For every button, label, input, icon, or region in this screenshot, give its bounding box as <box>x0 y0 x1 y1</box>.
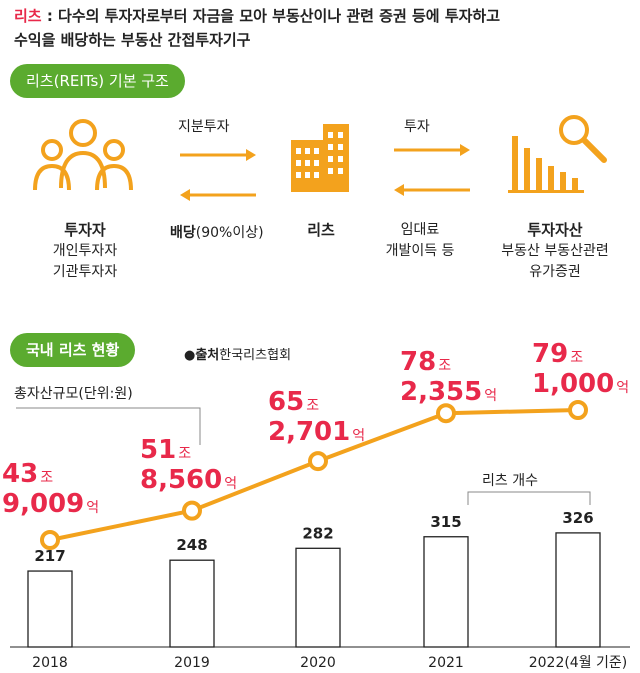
total-assets-point <box>182 500 202 521</box>
structure-diagram <box>33 115 607 201</box>
count-value-label: 282 <box>302 524 333 542</box>
count-bar <box>555 532 601 648</box>
total-assets-point <box>40 530 60 550</box>
category-label: 2019 <box>174 655 210 671</box>
category-label: 2018 <box>32 655 68 671</box>
dividend-label: 배당(90%이상) <box>170 222 264 242</box>
count-value-label: 217 <box>34 547 65 565</box>
total-assets-point <box>308 451 328 472</box>
count-value-label: 315 <box>430 513 461 531</box>
source-bold: ●출처 <box>184 348 220 363</box>
investor-line-2: 기관투자자 <box>52 264 118 280</box>
total-assets-jo-label: 65 조 <box>268 387 319 417</box>
assets-unit-label: 총자산규모(단위:원) <box>14 386 133 402</box>
dividend-bold: 배당 <box>170 225 196 241</box>
income-line-1: 임대료 <box>400 222 440 238</box>
definition-text-1: : 다수의 투자자로부터 자금을 모아 부동산이나 관련 증권 등에 투자하고 <box>41 7 501 25</box>
definition-line-2: 수익을 배당하는 부동산 간접투자기구 <box>14 31 251 49</box>
reit-title: 리츠 <box>307 221 335 239</box>
count-callout-line <box>467 491 591 505</box>
total-assets-point <box>568 400 588 420</box>
investor-box: 투자자 개인투자자 기관투자자 <box>30 220 140 283</box>
count-value-label: 326 <box>562 509 593 527</box>
total-assets-point <box>436 403 456 424</box>
definition: 리츠 : 다수의 투자자로부터 자금을 모아 부동산이나 관련 증권 등에 투자… <box>14 4 500 52</box>
building-icon <box>291 124 349 192</box>
total-assets-jo-label: 78 조 <box>400 347 451 377</box>
arrow-right-icon <box>180 149 256 161</box>
people-icon <box>33 119 133 191</box>
total-assets-eok-label: 9,009 억 <box>2 489 99 519</box>
definition-line-1: 리츠 : 다수의 투자자로부터 자금을 모아 부동산이나 관련 증권 등에 투자… <box>14 4 500 28</box>
equity-investment-label: 지분투자 <box>178 119 230 135</box>
invest-label: 투자 <box>404 119 430 135</box>
total-assets-eok-label: 2,701 억 <box>268 417 365 447</box>
reit-box: 리츠 <box>290 220 352 241</box>
asset-line-1: 부동산 부동산관련 <box>501 243 609 259</box>
source-rest: 한국리츠협회 <box>219 348 292 363</box>
total-assets-jo-label: 51 조 <box>140 435 191 465</box>
arrow-left-icon <box>394 184 470 196</box>
source-note: ●출처한국리츠협회 <box>184 344 291 363</box>
total-assets-eok-label: 8,560 억 <box>140 465 237 495</box>
count-bar <box>423 536 469 648</box>
total-assets-jo-label: 79 조 <box>532 339 583 369</box>
definition-term: 리츠 <box>14 7 42 25</box>
count-bar <box>27 570 73 648</box>
investor-line-1: 개인투자자 <box>52 243 118 259</box>
structure-pill: 리츠(REITs) 기본 구조 <box>10 64 185 98</box>
arrow-left-icon <box>180 189 256 201</box>
income-line-2: 개발이득 등 <box>385 243 455 259</box>
asset-title: 투자자산 <box>527 221 583 239</box>
income-label: 임대료 개발이득 등 <box>370 220 470 262</box>
total-assets-jo-label: 43 조 <box>2 459 53 489</box>
count-bar <box>295 547 341 648</box>
dividend-rest: (90%이상) <box>195 225 264 241</box>
asset-box: 투자자산 부동산 부동산관련 유가증권 <box>480 220 630 283</box>
total-assets-eok-label: 1,000 억 <box>532 369 629 399</box>
category-label: 2020 <box>300 655 336 671</box>
investor-title: 투자자 <box>64 221 106 239</box>
count-value-label: 248 <box>176 536 207 554</box>
count-bar <box>169 559 215 648</box>
assets-callout-line <box>16 407 201 445</box>
category-label: 2021 <box>428 655 464 671</box>
asset-line-2: 유가증권 <box>529 264 581 280</box>
category-label: 2022(4월 기준) <box>529 655 628 671</box>
status-pill: 국내 리츠 현황 <box>10 333 136 367</box>
reit-count-label: 리츠 개수 <box>482 473 538 489</box>
arrow-right-icon <box>394 144 470 156</box>
total-assets-eok-label: 2,355 억 <box>400 377 497 407</box>
bar-chart-magnifier-icon <box>508 115 607 193</box>
